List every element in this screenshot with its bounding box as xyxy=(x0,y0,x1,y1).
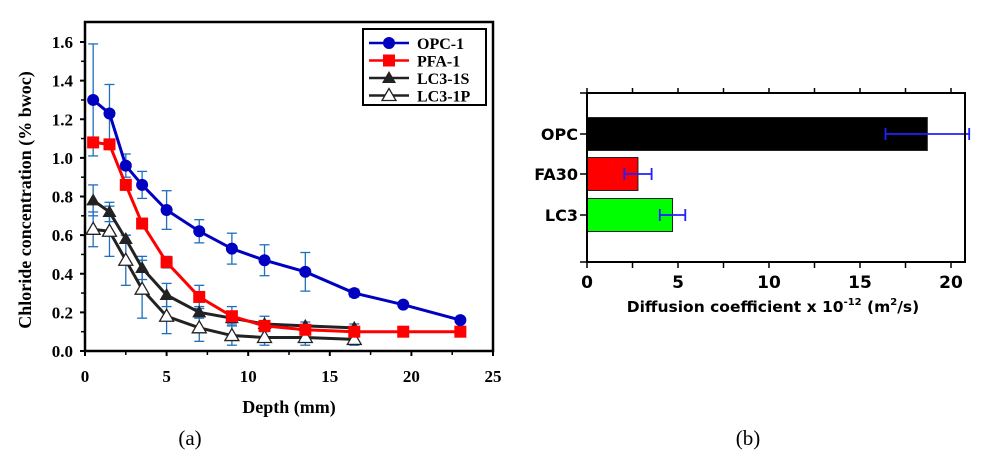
data-point xyxy=(136,178,149,191)
x-tick-label: 20 xyxy=(939,273,963,293)
legend-marker xyxy=(380,87,398,102)
legend-marker xyxy=(382,71,396,83)
data-point xyxy=(160,204,173,217)
legend-item: LC3-1P xyxy=(369,87,471,106)
data-point xyxy=(299,323,312,336)
y-tick-label: 1.2 xyxy=(52,110,73,129)
data-point xyxy=(85,221,102,235)
panel-a-chart: 0.0 0.2 0.4 0.6 0.8 1.0 1.2 1.4 1.6 0 5 10 15 20 25 D… xyxy=(15,20,502,450)
data-point xyxy=(348,325,361,338)
data-point xyxy=(101,222,118,237)
x-tick-label: 15 xyxy=(321,367,338,386)
data-point xyxy=(87,136,100,149)
data-point xyxy=(454,325,467,338)
data-point xyxy=(136,217,149,230)
bar-lc3 xyxy=(586,198,687,232)
data-point xyxy=(118,231,133,244)
panel-b-x-axis-label: Diffusion coefficient x 10-12 (m2/s) xyxy=(627,297,920,316)
bar-opc xyxy=(586,117,971,151)
data-point xyxy=(397,298,410,311)
data-point xyxy=(160,256,173,269)
category-label: OPC xyxy=(541,125,578,144)
data-point xyxy=(193,225,206,238)
bar xyxy=(586,198,674,232)
category-label: FA30 xyxy=(534,165,578,184)
legend-marker xyxy=(383,37,395,49)
legend-label: LC3-1S xyxy=(417,71,470,88)
y-tick-label: 1.0 xyxy=(52,149,73,168)
data-point xyxy=(159,287,174,300)
data-point xyxy=(225,242,238,255)
legend-label: OPC-1 xyxy=(417,36,464,53)
bar xyxy=(586,117,928,151)
x-tick-label: 5 xyxy=(672,273,684,293)
data-point xyxy=(397,325,410,338)
data-point xyxy=(223,327,241,342)
data-point xyxy=(192,305,207,318)
y-tick-label: 1.6 xyxy=(52,33,73,52)
x-tick-label: 15 xyxy=(848,273,872,293)
y-tick-label: 0.4 xyxy=(52,265,74,284)
data-point xyxy=(258,254,271,267)
x-tick-label: 20 xyxy=(403,367,420,386)
data-point xyxy=(299,265,312,278)
panel-b-plot-frame xyxy=(586,92,966,263)
series-line xyxy=(92,199,355,330)
series-line xyxy=(92,98,461,322)
data-point xyxy=(87,93,100,106)
error-bars-lc3-1p xyxy=(88,205,360,346)
data-point xyxy=(119,159,132,172)
legend-label: LC3-1P xyxy=(417,89,471,106)
data-point xyxy=(348,287,361,300)
series-pfa-1 xyxy=(87,136,467,338)
y-tick-label: 0.0 xyxy=(52,342,73,361)
legend-item: LC3-1S xyxy=(369,71,470,88)
y-tick-label: 0.2 xyxy=(52,303,73,322)
data-point xyxy=(117,251,134,266)
data-point xyxy=(158,307,175,322)
y-tick-label: 1.4 xyxy=(52,72,74,91)
panel-a-y-axis-label: Chloride concentration (% bwoc) xyxy=(15,71,36,328)
legend-marker xyxy=(383,54,395,67)
panel-b-caption: (b) xyxy=(736,426,761,450)
data-point xyxy=(119,178,132,191)
data-point xyxy=(454,314,467,327)
panel-a-caption: (a) xyxy=(178,426,201,450)
panel-a-x-axis-label: Depth (mm) xyxy=(242,397,335,418)
series-lc3-1p xyxy=(85,221,363,346)
data-point xyxy=(297,329,314,344)
data-point xyxy=(135,260,150,273)
series-line xyxy=(92,227,355,341)
x-tick-label: 25 xyxy=(485,367,502,386)
x-tick-label: 5 xyxy=(162,367,171,386)
legend-item: PFA-1 xyxy=(369,54,460,71)
data-point xyxy=(346,331,363,346)
y-tick-label: 0.6 xyxy=(52,226,73,245)
data-point xyxy=(258,319,271,332)
data-point xyxy=(191,319,208,334)
panel-b-chart: 0 5 10 15 20 OPC FA30 LC3 Diffusion coefficien… xyxy=(534,88,971,450)
data-point xyxy=(86,193,101,206)
data-point xyxy=(225,310,238,323)
data-point xyxy=(102,204,117,217)
bar-fa30 xyxy=(586,157,653,191)
x-tick-label: 10 xyxy=(757,273,781,293)
data-point xyxy=(103,138,116,151)
x-tick-label: 0 xyxy=(581,273,593,293)
legend-label: PFA-1 xyxy=(417,54,460,71)
category-label: LC3 xyxy=(545,206,578,225)
data-point xyxy=(193,290,206,303)
x-tick-label: 0 xyxy=(81,367,90,386)
data-point xyxy=(133,280,151,295)
legend-item: OPC-1 xyxy=(369,36,464,53)
series-opc-1 xyxy=(87,93,467,327)
y-tick-label: 0.8 xyxy=(52,188,73,207)
x-tick-label: 10 xyxy=(240,367,257,386)
data-point xyxy=(103,107,116,120)
series-line xyxy=(92,140,461,334)
data-point xyxy=(256,329,273,344)
